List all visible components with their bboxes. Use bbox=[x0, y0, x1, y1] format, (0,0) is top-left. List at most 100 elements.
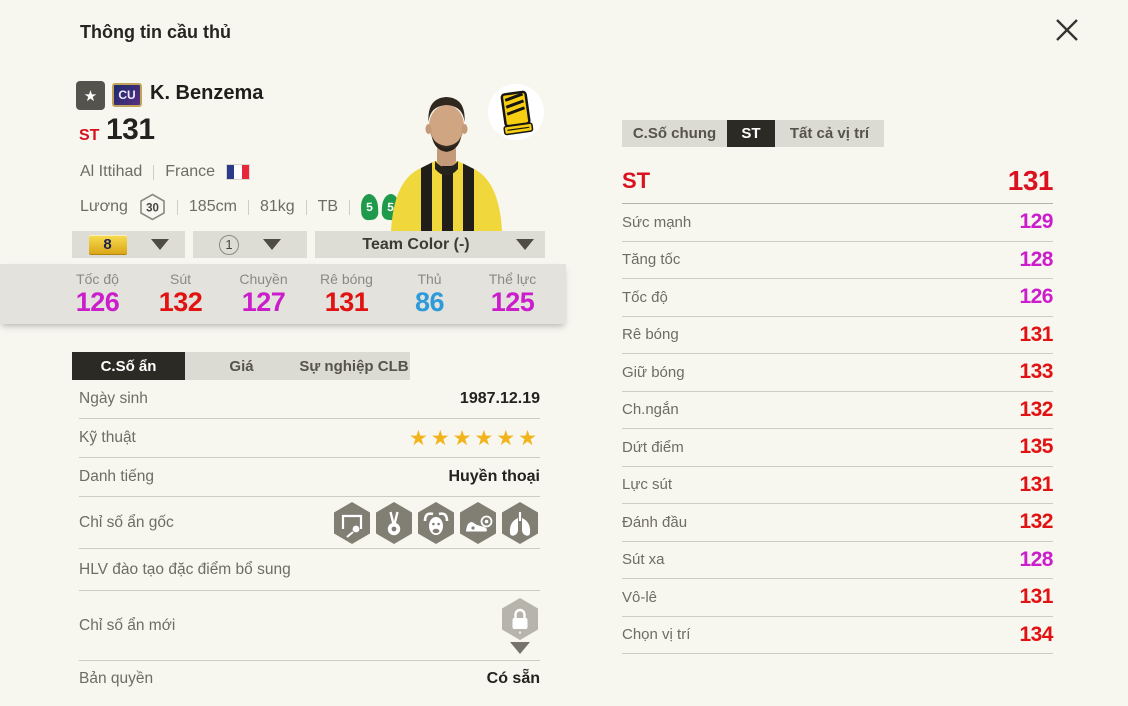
attribute-value: 134 bbox=[1019, 622, 1053, 646]
attribute-value: 126 bbox=[1019, 285, 1053, 309]
quick-stat: Rê bóng 131 bbox=[305, 271, 388, 317]
tab-price[interactable]: Giá bbox=[185, 352, 298, 380]
detail-value: Có sẵn bbox=[486, 670, 540, 687]
attribute-row: Sức mạnh 129 bbox=[622, 204, 1053, 242]
detail-label: HLV đào tạo đặc điểm bổ sung bbox=[79, 560, 291, 578]
chevron-down-icon bbox=[150, 239, 169, 250]
attribute-row: Chọn vị trí 134 bbox=[622, 617, 1053, 654]
left-boot-icon: 5 bbox=[360, 193, 379, 221]
favorite-button[interactable]: ★ bbox=[76, 81, 105, 110]
level-dropdown[interactable]: 8 bbox=[72, 231, 185, 258]
detail-label: Bản quyền bbox=[79, 670, 154, 687]
divider bbox=[305, 199, 307, 215]
attribute-label: Tốc độ bbox=[622, 288, 668, 306]
quick-stat: Chuyền 127 bbox=[222, 271, 305, 317]
lock-icon[interactable] bbox=[500, 597, 540, 641]
divider bbox=[153, 164, 155, 180]
player-height: 185cm bbox=[188, 198, 237, 215]
detail-row-birthdate: Ngày sinh 1987.12.19 bbox=[79, 380, 540, 419]
quick-stat: Thủ 86 bbox=[388, 271, 471, 317]
chevron-down-icon bbox=[263, 239, 281, 250]
quick-stat-value: 131 bbox=[324, 287, 369, 317]
expand-arrow-icon[interactable] bbox=[510, 642, 530, 654]
detail-label: Chỉ số ẩn mới bbox=[79, 616, 176, 634]
attribute-value: 129 bbox=[1019, 210, 1053, 234]
player-position: ST bbox=[79, 127, 100, 144]
attribute-value: 128 bbox=[1019, 547, 1053, 571]
detail-label: Danh tiếng bbox=[79, 468, 154, 485]
attribute-row: Lực sút 131 bbox=[622, 467, 1053, 504]
detail-row-new-hidden-stat: Chỉ số ẩn mới bbox=[79, 591, 540, 661]
attribute-value: 135 bbox=[1019, 435, 1053, 459]
nation-name: France bbox=[165, 163, 216, 180]
quick-stat-value: 132 bbox=[158, 287, 203, 317]
tab-position-st[interactable]: ST bbox=[727, 120, 775, 147]
quick-stat-label: Thể lực bbox=[488, 271, 537, 287]
quick-stats-band: Tốc độ 126 Sút 132 Chuyền 127 Rê bóng 13… bbox=[0, 264, 566, 324]
player-overall: 131 bbox=[106, 113, 155, 146]
attribute-label: Tăng tốc bbox=[622, 251, 681, 269]
boot-target-icon[interactable] bbox=[458, 501, 498, 545]
svg-text:30: 30 bbox=[146, 203, 159, 215]
attribute-row: Vô-lê 131 bbox=[622, 579, 1053, 617]
divider bbox=[176, 199, 178, 215]
divider bbox=[247, 199, 249, 215]
quick-stat: Sút 132 bbox=[139, 271, 222, 317]
attribute-value: 131 bbox=[1019, 472, 1053, 496]
salary-label: Lương bbox=[80, 198, 128, 215]
detail-value: Huyền thoại bbox=[448, 468, 540, 485]
team-color-dropdown[interactable]: Team Color (-) bbox=[315, 231, 545, 258]
close-button[interactable] bbox=[1048, 11, 1086, 49]
quick-stat-label: Tốc độ bbox=[76, 271, 119, 287]
attribute-value: 132 bbox=[1019, 397, 1053, 421]
attribute-label: Vô-lê bbox=[622, 588, 658, 606]
attribute-label: Chọn vị trí bbox=[622, 626, 691, 644]
divider bbox=[349, 199, 351, 215]
grade-badge: CU bbox=[112, 83, 142, 107]
detail-label: Kỹ thuật bbox=[79, 429, 136, 446]
club-nation-row: Al Ittihad France bbox=[80, 163, 251, 181]
quick-stat-label: Rê bóng bbox=[320, 271, 373, 287]
quick-stat-value: 86 bbox=[414, 287, 445, 317]
quick-stat: Thể lực 125 bbox=[471, 271, 554, 317]
quick-stat-label: Chuyền bbox=[239, 271, 288, 287]
quick-stat-label: Thủ bbox=[417, 271, 442, 287]
variant-dropdown[interactable]: 1 bbox=[193, 231, 307, 258]
buffalo-icon[interactable] bbox=[416, 501, 456, 545]
position-header: ST 131 bbox=[622, 158, 1054, 204]
quick-stat-value: 125 bbox=[490, 287, 535, 317]
attribute-label: Lực sút bbox=[622, 476, 673, 494]
locked-slot bbox=[500, 597, 540, 654]
tab-hidden-stats[interactable]: C.Số ẩn bbox=[72, 352, 185, 380]
level-badge: 8 bbox=[88, 234, 127, 255]
attribute-row: Đánh đầu 132 bbox=[622, 504, 1053, 542]
quick-stat: Tốc độ 126 bbox=[56, 271, 139, 317]
salary-badge: 30 bbox=[139, 193, 166, 221]
dialog-title: Thông tin cầu thủ bbox=[80, 22, 231, 42]
foot-label: TB bbox=[317, 198, 339, 215]
detail-row-skill-moves: Kỹ thuật ★★★★★★ bbox=[79, 419, 540, 458]
tab-club-career[interactable]: Sự nghiệp CLB bbox=[298, 352, 410, 380]
attribute-row: Ch.ngắn 132 bbox=[622, 392, 1053, 429]
attribute-row: Giữ bóng 133 bbox=[622, 354, 1053, 392]
tab-all-positions[interactable]: Tất cả vị trí bbox=[775, 120, 884, 147]
position-header-label: ST bbox=[622, 167, 651, 193]
physical-info-row: Lương 30 185cm 81kg TB 5 5 bbox=[80, 193, 400, 221]
detail-row-coach-traits: HLV đào tạo đặc điểm bổ sung bbox=[79, 549, 540, 591]
attribute-value: 131 bbox=[1019, 585, 1053, 609]
tab-common-stats[interactable]: C.Số chung bbox=[622, 120, 727, 147]
attribute-list: Sức mạnh 129 Tăng tốc 128 Tốc độ 126 Rê … bbox=[622, 204, 1053, 654]
attribute-row: Dứt điểm 135 bbox=[622, 429, 1053, 467]
attribute-label: Rê bóng bbox=[622, 326, 679, 344]
quick-stat-label: Sút bbox=[169, 271, 191, 287]
lungs-icon[interactable] bbox=[500, 501, 540, 545]
medal-icon[interactable] bbox=[374, 501, 414, 545]
chevron-down-icon bbox=[515, 239, 534, 250]
club-name: Al Ittihad bbox=[80, 163, 143, 180]
attribute-label: Dứt điểm bbox=[622, 438, 684, 456]
player-name: K. Benzema bbox=[150, 82, 264, 104]
close-icon bbox=[1056, 19, 1078, 41]
goal-shot-icon[interactable] bbox=[332, 501, 372, 545]
skill-stars: ★★★★★★ bbox=[409, 426, 540, 450]
